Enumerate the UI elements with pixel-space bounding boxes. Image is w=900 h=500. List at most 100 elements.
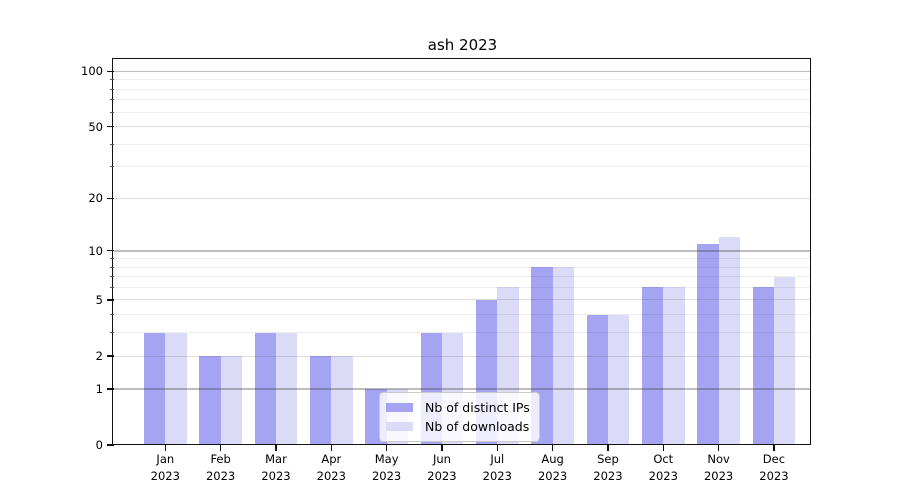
x-label-year: 2023 <box>593 468 623 483</box>
bar-downloads-oct <box>663 287 685 445</box>
x-tick-jun <box>441 445 443 451</box>
bar-downloads-dec <box>773 276 796 445</box>
y-minortick-60 <box>110 111 114 113</box>
y-minortick-3 <box>110 332 114 334</box>
gridline-minor-y-80 <box>114 88 811 90</box>
x-tick-dec <box>773 445 775 451</box>
legend-item-downloads: Nb of downloads <box>386 417 530 436</box>
y-tick-label-20: 20 <box>88 191 103 206</box>
x-label-year: 2023 <box>371 468 402 483</box>
legend: Nb of distinct IPs Nb of downloads <box>379 392 540 442</box>
x-tick-label-dec: Dec 2023 <box>739 451 809 484</box>
y-minortick-80 <box>110 88 114 90</box>
y-minortick-40 <box>110 143 114 145</box>
bar-downloads-nov <box>718 237 740 445</box>
x-tick-feb <box>220 445 222 451</box>
gridline-minor-y-40 <box>114 143 811 145</box>
x-label-year: 2023 <box>648 468 678 483</box>
x-label-month: Aug <box>541 452 564 466</box>
x-tick-label-sep: Sep 2023 <box>573 451 643 484</box>
y-tick-label-10: 10 <box>88 243 103 258</box>
x-label-month: Jul <box>490 452 505 466</box>
y-minortick-90 <box>110 79 114 81</box>
y-tick-label-100: 100 <box>81 64 103 79</box>
bar-distinct-ips-apr <box>309 356 332 445</box>
x-label-month: Jan <box>156 452 175 466</box>
x-tick-label-mar: Mar 2023 <box>241 451 311 484</box>
x-label-month: Nov <box>707 452 730 466</box>
y-tick-label-0: 0 <box>95 438 103 452</box>
y-tick-label-2: 2 <box>95 349 103 364</box>
x-label-month: Feb <box>210 452 231 466</box>
legend-label-downloads: Nb of downloads <box>425 419 530 434</box>
legend-label-distinct-ips: Nb of distinct IPs <box>425 400 530 415</box>
x-tick-label-jul: Jul 2023 <box>462 451 532 484</box>
gridline-y-20 <box>114 197 811 199</box>
gridline-y-100 <box>114 70 811 72</box>
y-minortick-7 <box>110 276 114 278</box>
y-tick-5 <box>107 299 114 301</box>
bar-distinct-ips-feb <box>199 356 221 445</box>
x-label-year: 2023 <box>759 468 789 483</box>
x-tick-label-jun: Jun 2023 <box>407 451 477 484</box>
bar-downloads-jan <box>165 332 187 445</box>
gridline-minor-y-70 <box>114 99 811 101</box>
y-tick-label-50: 50 <box>88 119 103 134</box>
x-label-year: 2023 <box>537 468 568 483</box>
x-label-year: 2023 <box>261 468 291 483</box>
bar-downloads-apr <box>331 356 353 445</box>
x-label-month: Oct <box>653 452 674 466</box>
x-label-year: 2023 <box>205 468 236 483</box>
y-tick-label-1: 1 <box>95 381 103 396</box>
bar-downloads-sep <box>607 314 630 445</box>
x-tick-sep <box>607 445 609 451</box>
x-label-month: Jun <box>432 452 451 466</box>
y-minortick-6 <box>110 286 114 288</box>
x-tick-nov <box>718 445 720 451</box>
x-tick-oct <box>662 445 664 451</box>
y-tick-2 <box>107 355 114 357</box>
x-tick-label-aug: Aug 2023 <box>518 451 588 484</box>
y-minortick-8 <box>110 266 114 268</box>
y-tick-1 <box>107 388 114 390</box>
gridline-minor-y-30 <box>114 166 811 168</box>
x-tick-mar <box>275 445 277 451</box>
legend-item-distinct-ips: Nb of distinct IPs <box>386 398 530 417</box>
x-tick-label-may: May 2023 <box>352 451 422 484</box>
x-label-month: Sep <box>597 452 619 466</box>
y-tick-50 <box>107 125 114 128</box>
x-label-month: Mar <box>265 452 287 466</box>
x-label-year: 2023 <box>150 468 180 483</box>
x-tick-may <box>386 445 388 451</box>
y-minortick-4 <box>110 314 114 316</box>
y-minortick-9 <box>110 258 114 259</box>
x-label-year: 2023 <box>482 468 512 483</box>
bar-distinct-ips-dec <box>752 287 774 445</box>
y-minortick-30 <box>110 166 114 168</box>
y-minortick-70 <box>110 99 114 101</box>
bar-distinct-ips-sep <box>586 314 608 445</box>
gridline-minor-y-60 <box>114 111 811 113</box>
bar-distinct-ips-mar <box>254 332 276 445</box>
y-tick-label-5: 5 <box>95 292 103 307</box>
x-tick-aug <box>552 445 554 451</box>
x-label-month: May <box>374 452 399 466</box>
x-label-year: 2023 <box>316 468 346 483</box>
x-tick-label-jan: Jan 2023 <box>130 451 200 484</box>
bar-downloads-feb <box>220 356 243 445</box>
plot-area <box>114 60 811 445</box>
gridline-y-50 <box>114 126 811 128</box>
gridline-minor-y-90 <box>114 79 811 81</box>
y-tick-0 <box>107 444 114 446</box>
legend-swatch-distinct-ips-icon <box>386 402 413 413</box>
bar-distinct-ips-oct <box>641 287 664 445</box>
x-tick-label-feb: Feb 2023 <box>186 451 256 484</box>
x-tick-label-apr: Apr 2023 <box>296 451 366 484</box>
x-label-month: Apr <box>321 452 342 466</box>
y-tick-100 <box>107 70 114 72</box>
bar-downloads-mar <box>275 332 298 445</box>
x-tick-jul <box>496 445 498 451</box>
x-tick-label-oct: Oct 2023 <box>628 451 698 484</box>
x-tick-apr <box>330 445 332 451</box>
